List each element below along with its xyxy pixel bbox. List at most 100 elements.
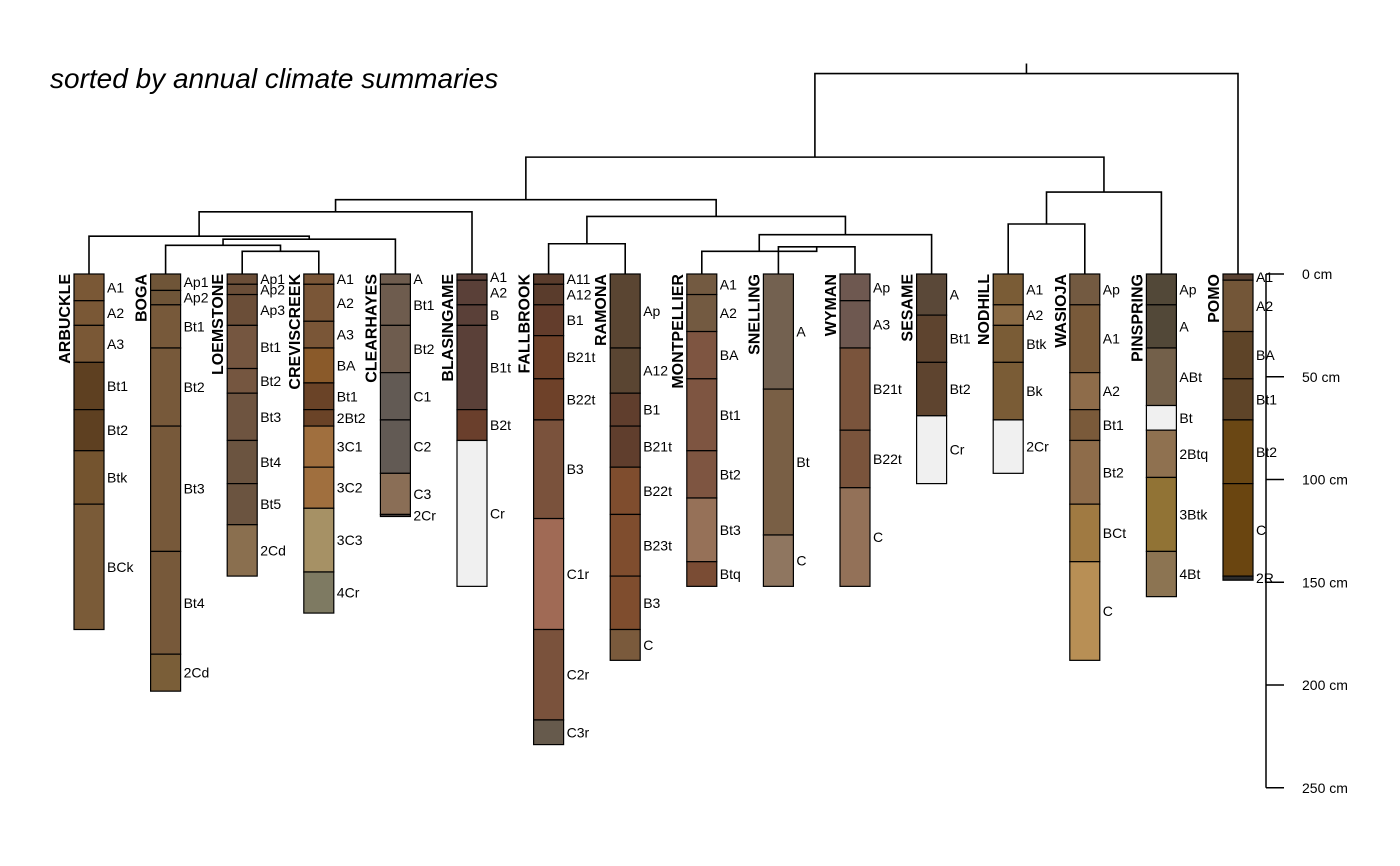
horizon-label: 2Bt2 bbox=[337, 410, 366, 426]
profile-creviscreek: A1 A2 A3 BA Bt1 2Bt2 3C1 3C2 3C3 4Cr CREVISCREEK bbox=[287, 271, 366, 614]
horizon-a2 bbox=[992, 304, 1024, 326]
profile-montpellier: A1 A2 BA Bt1 Bt2 Bt3 Btq MONTPELLIER bbox=[670, 273, 741, 587]
horizon-label: A12 bbox=[567, 287, 592, 303]
horizon-bt2 bbox=[686, 450, 718, 499]
horizon-a bbox=[762, 273, 795, 390]
dendrogram-branch bbox=[334, 198, 717, 217]
dendrogram-branch bbox=[222, 238, 397, 274]
horizon-2bt2 bbox=[303, 409, 335, 427]
horizon-label: 2Cd bbox=[260, 542, 286, 558]
horizon-label: A12 bbox=[643, 363, 668, 379]
horizon-ap1 bbox=[150, 273, 182, 292]
horizon-a1 bbox=[73, 273, 105, 302]
horizon-label: Bt3 bbox=[260, 409, 281, 425]
horizon-label: Ap bbox=[873, 279, 890, 295]
profile-name: LOEMSTONE bbox=[210, 274, 227, 375]
axis-tick-label: 50 cm bbox=[1302, 369, 1340, 385]
horizon-bt1 bbox=[379, 283, 411, 326]
horizon-ba bbox=[1222, 330, 1254, 380]
horizon-label: BCk bbox=[107, 559, 134, 575]
horizon-2btq bbox=[1145, 429, 1178, 479]
horizon-a12 bbox=[609, 347, 641, 394]
horizon-label: A2 bbox=[490, 284, 507, 300]
horizon-label: A1 bbox=[1026, 281, 1043, 297]
horizon-label: 3C1 bbox=[337, 439, 363, 455]
horizon-label: Ap1 bbox=[184, 274, 209, 290]
horizon-label: Ap1 bbox=[260, 271, 285, 287]
dendrogram-branch bbox=[164, 244, 282, 274]
horizon-label: A1 bbox=[107, 279, 124, 295]
horizon-a1 bbox=[1222, 273, 1254, 281]
horizon-label: A1 bbox=[490, 269, 507, 285]
horizon-label: 2Cr bbox=[1026, 439, 1049, 455]
horizon-label: B21t bbox=[567, 349, 596, 365]
horizon-label: 4Bt bbox=[1179, 566, 1200, 582]
horizon-a1 bbox=[456, 273, 488, 281]
horizon-a bbox=[379, 273, 411, 285]
horizon-4bt bbox=[1145, 550, 1178, 598]
horizon-label: B23t bbox=[643, 537, 672, 553]
profile-name: BLASINGAME bbox=[440, 274, 457, 382]
axis-tick-label: 150 cm bbox=[1302, 574, 1348, 590]
horizon-bt1 bbox=[226, 324, 258, 370]
horizon-bt2 bbox=[73, 409, 105, 452]
horizon-a11 bbox=[532, 273, 565, 285]
horizon-ap2 bbox=[226, 283, 258, 296]
profile-name: SESAME bbox=[900, 274, 917, 342]
profile-name: SNELLING bbox=[746, 274, 763, 355]
profile-name: NODHILL bbox=[976, 274, 993, 345]
profile-name: RAMONA bbox=[593, 274, 610, 346]
horizon-label: C bbox=[643, 637, 653, 653]
horizon-label: B22t bbox=[567, 391, 596, 407]
horizon-label: BCt bbox=[1103, 525, 1126, 541]
horizon-b1 bbox=[609, 392, 641, 427]
horizon-label: Btq bbox=[720, 566, 741, 582]
profile-name: POMO bbox=[1206, 274, 1223, 323]
horizon-label: Cr bbox=[950, 442, 965, 458]
axis-tick-label: 250 cm bbox=[1302, 780, 1348, 796]
horizon-btk bbox=[992, 324, 1024, 363]
horizon-c1 bbox=[379, 372, 411, 421]
horizon-label: Bt1 bbox=[1103, 417, 1124, 433]
horizon-label: A bbox=[796, 324, 806, 340]
horizon-label: 4Cr bbox=[337, 585, 360, 601]
horizon-a3 bbox=[73, 324, 105, 363]
profile-name: CREVISCREEK bbox=[287, 274, 304, 390]
horizon-label: Bk bbox=[1026, 383, 1043, 399]
horizon-label: ABt bbox=[1179, 369, 1202, 385]
horizon-label: A2 bbox=[1103, 383, 1120, 399]
horizon-btq bbox=[686, 561, 718, 587]
profile-clearhayes: A Bt1 Bt2 C1 C2 C3 2Cr CLEARHAYES bbox=[363, 271, 436, 523]
horizon-label: Bt1 bbox=[337, 388, 358, 404]
horizon-b1t bbox=[456, 324, 488, 411]
dendrogram-branch bbox=[586, 215, 847, 244]
horizon-label: B21t bbox=[643, 439, 672, 455]
horizon-b2t bbox=[456, 409, 488, 442]
horizon-label: A1 bbox=[1256, 269, 1273, 285]
horizon-b22t bbox=[532, 378, 565, 421]
horizon-a12 bbox=[532, 283, 565, 306]
horizon-label: Bt bbox=[1179, 410, 1192, 426]
horizon-2cd bbox=[150, 653, 182, 692]
horizon-c bbox=[1069, 561, 1101, 661]
horizon-label: A2 bbox=[720, 305, 737, 321]
horizon-bt bbox=[1145, 404, 1178, 431]
horizon-label: Bt2 bbox=[720, 466, 741, 482]
horizon-label: C1r bbox=[567, 566, 590, 582]
horizon-label: 2R bbox=[1256, 570, 1274, 586]
horizon-bt1 bbox=[73, 361, 105, 411]
horizon-label: C bbox=[873, 529, 883, 545]
horizon-ap bbox=[839, 273, 871, 302]
horizon-bt1 bbox=[1222, 378, 1254, 421]
horizon-cr bbox=[915, 415, 948, 485]
horizon-b3 bbox=[609, 575, 641, 631]
horizon-c3r bbox=[532, 719, 565, 746]
dendrogram-branch bbox=[525, 156, 1105, 200]
horizon-a bbox=[1145, 304, 1178, 349]
profile-name: MONTPELLIER bbox=[670, 274, 687, 389]
horizon-label: Bt2 bbox=[950, 381, 971, 397]
horizon-bt2 bbox=[226, 367, 258, 394]
